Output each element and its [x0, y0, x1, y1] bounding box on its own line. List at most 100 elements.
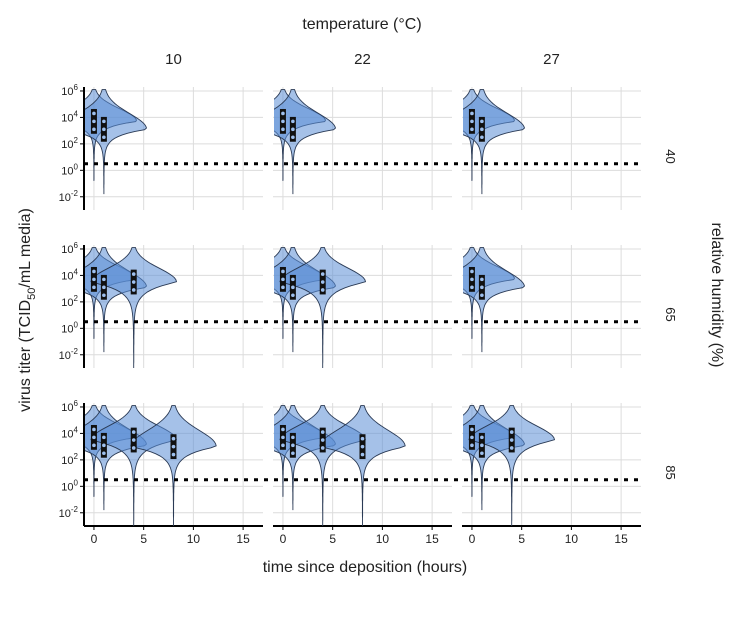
- column-strip-label: 27: [543, 51, 560, 68]
- y-tick-label: 104: [61, 425, 78, 440]
- box-point: [291, 119, 295, 124]
- box-point: [480, 451, 484, 456]
- box-point: [320, 438, 325, 442]
- box-point: [470, 285, 474, 290]
- box-point: [470, 427, 474, 432]
- y-tick-label: 10-2: [59, 505, 79, 520]
- box-point: [480, 435, 484, 440]
- facet-panel: 106 104 102 100 10-2: [59, 241, 263, 368]
- box-point: [509, 438, 514, 442]
- box-point: [360, 436, 365, 441]
- box-point: [102, 127, 106, 132]
- y-tick-label: 104: [61, 109, 78, 124]
- facet-row-title: relative humidity (%): [708, 223, 725, 368]
- violin: [274, 89, 337, 195]
- box-point: [102, 451, 106, 456]
- box-point: [281, 127, 285, 132]
- box-point: [320, 446, 325, 450]
- box-point: [281, 111, 285, 116]
- box-point: [480, 127, 484, 132]
- x-tick-label: 5: [329, 532, 336, 546]
- box-point: [480, 293, 484, 298]
- y-tick-label: 100: [61, 162, 78, 177]
- box-point: [102, 293, 106, 298]
- box-point: [92, 127, 96, 132]
- box-point: [291, 277, 295, 282]
- box-point: [171, 444, 176, 449]
- y-tick-label: 10-2: [59, 347, 79, 362]
- box-point: [131, 430, 136, 434]
- y-tick-label: 102: [61, 452, 78, 467]
- box-point: [102, 443, 106, 448]
- box-point: [360, 444, 365, 449]
- box-point: [92, 285, 96, 290]
- panel-violins: [274, 89, 337, 195]
- box-point: [470, 127, 474, 132]
- box-point: [92, 427, 96, 432]
- x-tick-label: 10: [565, 532, 579, 546]
- box-point: [470, 443, 474, 448]
- box-point: [92, 119, 96, 124]
- x-axis-title: time since deposition (hours): [263, 559, 468, 576]
- panel-violins: [463, 247, 526, 353]
- box-point: [131, 272, 136, 276]
- plot-layer: 10 22 2740658510610410210010-2106104102100…: [59, 51, 678, 546]
- y-axis-title: virus titer (TCID50/mL media): [17, 208, 38, 412]
- row-strip-label: 65: [663, 307, 678, 321]
- box-point: [291, 285, 295, 290]
- box-point: [281, 277, 285, 282]
- box-point: [480, 285, 484, 290]
- panel-violins: [85, 405, 217, 526]
- violin: [85, 89, 148, 195]
- x-tick-label: 10: [376, 532, 390, 546]
- panel-violins: [274, 405, 406, 526]
- box-point: [320, 280, 325, 284]
- y-axis-title-subscript: 50: [26, 288, 38, 300]
- box-point: [281, 269, 285, 274]
- y-tick-label: 106: [61, 83, 78, 98]
- box-point: [320, 288, 325, 292]
- box-point: [509, 430, 514, 434]
- column-strip-label: 22: [354, 51, 371, 68]
- box-point: [291, 435, 295, 440]
- box-point: [171, 452, 176, 457]
- box-point: [509, 446, 514, 450]
- x-tick-label: 15: [236, 532, 250, 546]
- violin: [463, 89, 526, 195]
- y-tick-label: 100: [61, 478, 78, 493]
- x-tick-label: 15: [614, 532, 628, 546]
- y-tick-label: 102: [61, 294, 78, 309]
- box-point: [480, 277, 484, 282]
- box-point: [281, 285, 285, 290]
- box-point: [92, 435, 96, 440]
- box-point: [92, 269, 96, 274]
- panel-violins: [85, 89, 148, 195]
- box-point: [470, 435, 474, 440]
- box-point: [470, 119, 474, 124]
- box-point: [131, 438, 136, 442]
- y-tick-label: 100: [61, 320, 78, 335]
- column-strip-label: 10: [165, 51, 182, 68]
- panel-violins: [463, 405, 556, 526]
- x-tick-label: 0: [469, 532, 476, 546]
- box-point: [102, 277, 106, 282]
- y-tick-label: 10-2: [59, 189, 79, 204]
- x-tick-label: 0: [91, 532, 98, 546]
- box-point: [291, 293, 295, 298]
- y-axis-title-tail: /mL media): [17, 208, 34, 287]
- box-point: [470, 111, 474, 116]
- y-tick-label: 106: [61, 399, 78, 414]
- x-tick-label: 10: [187, 532, 201, 546]
- box-point: [291, 127, 295, 132]
- box-point: [320, 272, 325, 276]
- box-point: [470, 269, 474, 274]
- box-point: [291, 443, 295, 448]
- box-point: [102, 135, 106, 140]
- box-point: [320, 430, 325, 434]
- panel-violins: [85, 247, 178, 368]
- box-point: [281, 435, 285, 440]
- box-point: [360, 452, 365, 457]
- box-point: [480, 443, 484, 448]
